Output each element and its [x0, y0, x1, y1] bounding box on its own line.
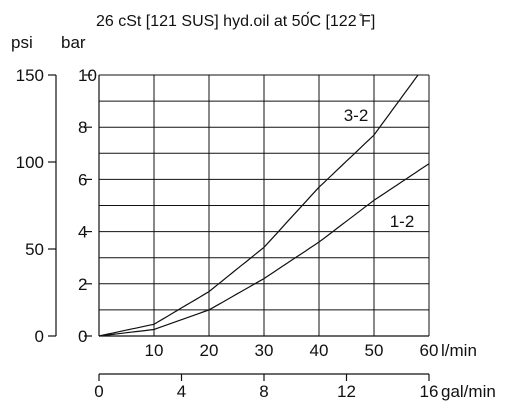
- x-secondary-tick-label: 8: [259, 382, 268, 401]
- series-label-1-2: 1-2: [390, 212, 415, 231]
- x-primary-tick-label: 30: [255, 341, 274, 360]
- y-primary-ticks: 0 2 4 6 8 10: [78, 66, 97, 346]
- x-primary-tick-label: 20: [200, 341, 219, 360]
- series-curve-3-2: [98, 74, 419, 337]
- x-primary-ticks: 10 20 30 40 50 60: [145, 341, 439, 360]
- x-primary-tick-label: 40: [310, 341, 329, 360]
- x-secondary-tick-label: 12: [337, 382, 356, 401]
- x-primary-tick-label: 50: [365, 341, 384, 360]
- series-curves: [98, 74, 430, 337]
- x-secondary-unit-label: gal/min: [441, 382, 496, 401]
- series-labels: 3-2 1-2: [344, 106, 415, 231]
- y-primary-unit-label: bar: [61, 33, 86, 52]
- y-primary-tick-label: 0: [78, 327, 87, 346]
- y-primary-tick-label: 2: [78, 275, 87, 294]
- series-label-3-2: 3-2: [344, 106, 369, 125]
- x-primary-tick-label: 60: [420, 341, 439, 360]
- x-secondary-axis: 0 4 8 12 16: [94, 373, 439, 401]
- y-primary-tick-label: 6: [78, 170, 87, 189]
- y-secondary-tick-label: 50: [25, 240, 44, 259]
- y-secondary-tick-label: 0: [35, 327, 44, 346]
- y-secondary-tick-label: 150: [16, 66, 44, 85]
- y-primary-tick-label: 4: [78, 223, 87, 242]
- y-secondary-axis: 0 50 100 150: [16, 66, 57, 346]
- y-primary-tick-label: 10: [78, 66, 97, 85]
- x-secondary-tick-label: 4: [177, 382, 186, 401]
- chart-title: 26 cSt [121 SUS] hyd.oil at 50́C [122 ̊F…: [96, 10, 375, 30]
- y-primary-tick-label: 8: [78, 118, 87, 137]
- y-secondary-unit-label: psi: [11, 33, 33, 52]
- x-primary-unit-label: l/min: [441, 341, 477, 360]
- x-secondary-tick-label: 16: [420, 382, 439, 401]
- series-curve-1-2: [98, 163, 430, 337]
- x-secondary-tick-label: 0: [94, 382, 103, 401]
- x-primary-tick-label: 10: [145, 341, 164, 360]
- y-secondary-tick-label: 100: [16, 153, 44, 172]
- grid: [98, 74, 430, 337]
